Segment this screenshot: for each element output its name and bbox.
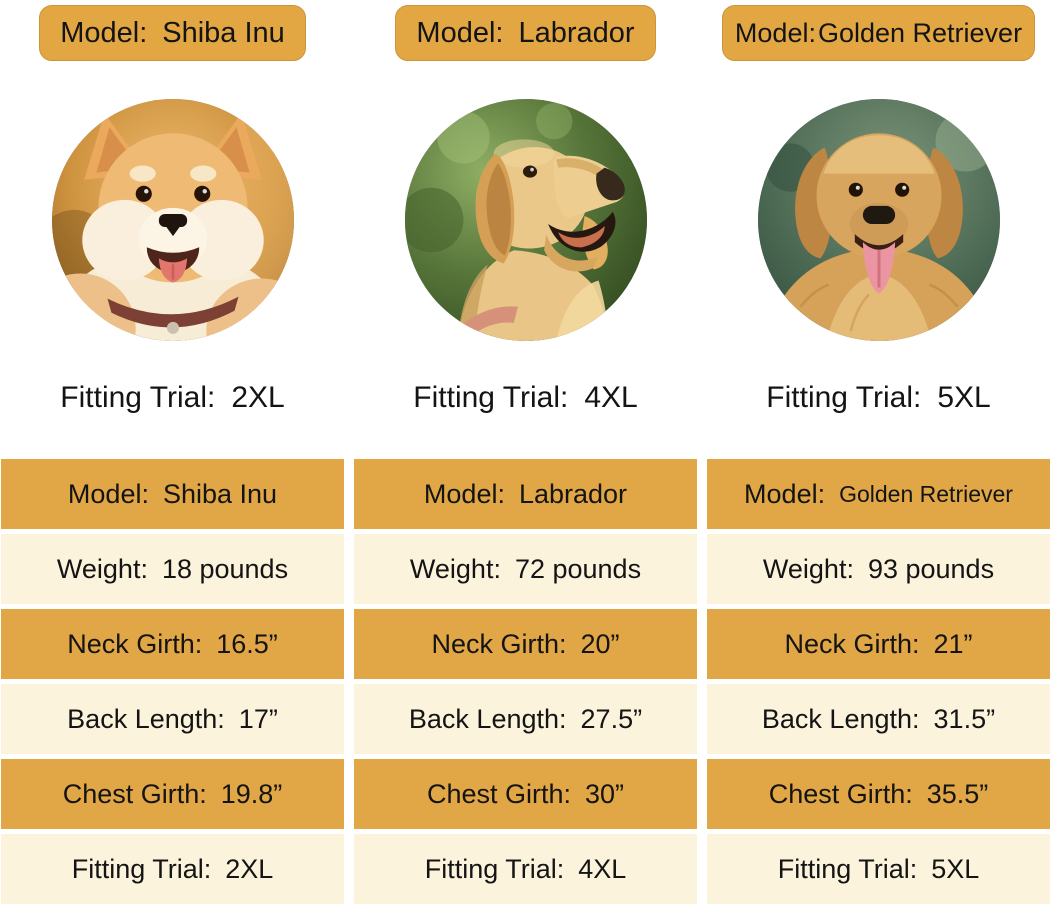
fitting-trial-value: 2XL: [231, 381, 285, 414]
model-badge: Model: Labrador: [395, 5, 656, 61]
column-labrador: Model: Labrador: [354, 0, 697, 906]
fitting-trial-value: 4XL: [584, 381, 638, 414]
spec-row-chest-girth: Chest Girth: 19.8”: [1, 759, 344, 829]
spec-row-fitting-trial: Fitting Trial: 4XL: [354, 834, 697, 904]
spec-row-neck-girth: Neck Girth: 16.5”: [1, 609, 344, 679]
spec-value: 93 pounds: [867, 553, 995, 584]
spec-value: 2XL: [225, 853, 274, 884]
spec-label: Weight:: [409, 553, 501, 584]
model-badge: Model: Shiba Inu: [39, 5, 306, 61]
spec-label: Back Length:: [67, 703, 225, 734]
model-badge-value: Shiba Inu: [162, 16, 285, 49]
model-badge-value: Labrador: [518, 16, 635, 49]
spec-table-shiba-inu: Model: Shiba Inu Weight: 18 pounds Neck …: [1, 459, 344, 906]
spec-row-model: Model: Labrador: [354, 459, 697, 529]
fitting-trial-label: Fitting Trial:: [413, 381, 569, 414]
model-badge-label: Model:: [416, 16, 504, 49]
spec-value: 72 pounds: [514, 553, 642, 584]
spec-value: 20”: [580, 628, 620, 659]
fitting-trial-line: Fitting Trial: 2XL: [60, 377, 284, 419]
spec-value: 16.5”: [216, 628, 278, 659]
spec-row-chest-girth: Chest Girth: 30”: [354, 759, 697, 829]
spec-value: Shiba Inu: [162, 478, 278, 509]
spec-label: Chest Girth:: [768, 778, 913, 809]
spec-row-back-length: Back Length: 27.5”: [354, 684, 697, 754]
fitting-trial-line: Fitting Trial: 4XL: [413, 377, 637, 419]
model-badge-value: Golden Retriever: [817, 17, 1023, 48]
spec-label: Fitting Trial:: [777, 853, 918, 884]
spec-table-labrador: Model: Labrador Weight: 72 pounds Neck G…: [354, 459, 697, 906]
column-golden-retriever: Model: Golden Retriever: [707, 0, 1050, 906]
spec-value: 18 pounds: [161, 553, 289, 584]
spec-row-back-length: Back Length: 17”: [1, 684, 344, 754]
spec-value: 30”: [585, 778, 625, 809]
spec-row-model: Model: Golden Retriever: [707, 459, 1050, 529]
spec-row-neck-girth: Neck Girth: 21”: [707, 609, 1050, 679]
golden-retriever-dog-photo: [757, 99, 1000, 341]
spec-row-back-length: Back Length: 31.5”: [707, 684, 1050, 754]
spec-value: 27.5”: [580, 703, 643, 734]
spec-row-model: Model: Shiba Inu: [1, 459, 344, 529]
spec-label: Neck Girth:: [67, 628, 203, 659]
spec-label: Back Length:: [408, 703, 567, 734]
spec-value: 19.8”: [220, 778, 283, 809]
spec-value: 4XL: [578, 853, 627, 884]
spec-value: 5XL: [931, 853, 980, 884]
spec-label: Chest Girth:: [62, 778, 207, 809]
labrador-dog-photo: [404, 99, 647, 341]
spec-label: Weight:: [762, 553, 854, 584]
spec-row-weight: Weight: 18 pounds: [1, 534, 344, 604]
model-badge-label: Model:: [734, 17, 816, 48]
spec-label: Model:: [67, 478, 149, 509]
model-badge-label: Model:: [60, 16, 148, 49]
fitting-trial-line: Fitting Trial: 5XL: [766, 377, 990, 419]
spec-label: Model:: [744, 478, 826, 509]
spec-row-weight: Weight: 72 pounds: [354, 534, 697, 604]
spec-label: Back Length:: [761, 703, 920, 734]
column-shiba-inu: Model: Shiba Inu: [1, 0, 344, 906]
fitting-trial-label: Fitting Trial:: [60, 381, 216, 414]
spec-value: 17”: [238, 703, 278, 734]
spec-table-golden-retriever: Model: Golden Retriever Weight: 93 pound…: [707, 459, 1050, 906]
shiba-inu-dog-photo: [51, 99, 294, 341]
spec-row-fitting-trial: Fitting Trial: 5XL: [707, 834, 1050, 904]
spec-value: 31.5”: [933, 703, 996, 734]
spec-value: 35.5”: [926, 778, 989, 809]
spec-row-weight: Weight: 93 pounds: [707, 534, 1050, 604]
spec-label: Neck Girth:: [431, 628, 567, 659]
spec-label: Weight:: [56, 553, 148, 584]
model-badge: Model: Golden Retriever: [721, 5, 1036, 61]
spec-label: Fitting Trial:: [71, 853, 212, 884]
spec-row-chest-girth: Chest Girth: 35.5”: [707, 759, 1050, 829]
spec-label: Model:: [423, 478, 505, 509]
fitting-trial-label: Fitting Trial:: [766, 381, 922, 414]
spec-value: 21”: [933, 628, 973, 659]
spec-row-fitting-trial: Fitting Trial: 2XL: [1, 834, 344, 904]
spec-value: Golden Retriever: [839, 480, 1013, 507]
spec-label: Fitting Trial:: [424, 853, 565, 884]
spec-value: Labrador: [518, 478, 628, 509]
fitting-trial-value: 5XL: [937, 381, 991, 414]
spec-row-neck-girth: Neck Girth: 20”: [354, 609, 697, 679]
spec-label: Neck Girth:: [784, 628, 920, 659]
spec-label: Chest Girth:: [426, 778, 571, 809]
